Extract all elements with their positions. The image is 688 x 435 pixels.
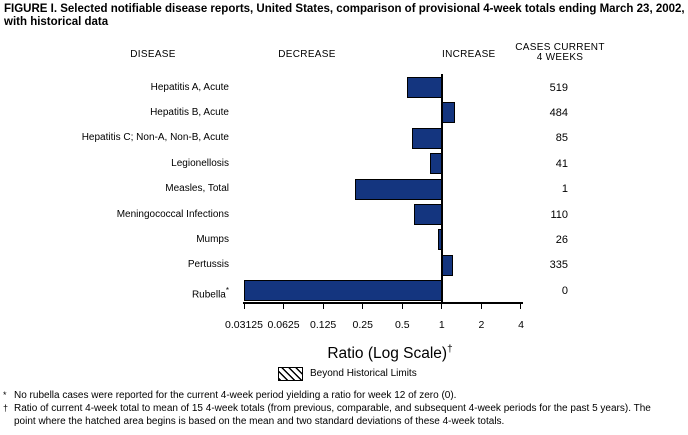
column-header-disease: DISEASE [130, 49, 176, 60]
disease-label: Mumps [196, 233, 229, 245]
disease-label: Hepatitis B, Acute [150, 106, 229, 118]
ratio-bar [244, 280, 442, 302]
column-header-cases: CASES CURRENT 4 WEEKS [515, 43, 604, 63]
disease-label: Legionellosis [171, 157, 229, 169]
ratio-bar [411, 127, 442, 149]
cases-value: 519 [549, 81, 568, 94]
dagger-marker: † [3, 403, 9, 413]
axis-tick [362, 304, 364, 309]
ratio-bar [413, 204, 442, 225]
asterisk-footnote-marker: * [225, 285, 229, 295]
column-header-cases-line2: 4 WEEKS [536, 52, 584, 63]
axis-tick [243, 304, 245, 309]
x-axis-line [243, 302, 523, 304]
axis-tick-label: 0.125 [309, 319, 337, 331]
axis-tick-label: 0.5 [394, 319, 410, 331]
axis-tick [441, 304, 443, 309]
axis-tick [520, 304, 522, 309]
asterisk-marker: * [3, 390, 7, 400]
column-header-increase: INCREASE [442, 49, 496, 60]
baseline-ratio-1-line [440, 74, 443, 302]
ratio-bar [441, 254, 454, 276]
footnote-asterisk-text: No rubella cases were reported for the c… [14, 390, 457, 401]
axis-tick [480, 304, 482, 309]
x-axis-label: Ratio (Log Scale)† [327, 344, 453, 363]
axis-tick-label: 0.03125 [225, 319, 263, 331]
cases-value: 1 [561, 183, 568, 196]
axis-tick-label: 0.25 [352, 319, 373, 331]
legend-label: Beyond Historical Limits [310, 368, 417, 379]
disease-label: Meningococcal Infections [116, 208, 229, 220]
disease-label: Hepatitis A, Acute [150, 81, 229, 93]
axis-tick-label: 2 [478, 319, 485, 331]
axis-tick [322, 304, 324, 309]
axis-tick-label: 1 [438, 319, 445, 331]
ratio-bar [441, 102, 456, 124]
cases-value: 26 [555, 233, 568, 246]
axis-tick-label: 0.0625 [267, 319, 300, 331]
disease-label: Pertussis [187, 259, 229, 271]
hatch-swatch-icon [278, 367, 303, 381]
ratio-bar [429, 153, 442, 175]
figure-title: FIGURE I. Selected notifiable disease re… [4, 3, 685, 28]
cases-value: 41 [555, 157, 568, 170]
cases-value: 484 [549, 106, 568, 119]
cases-value: 0 [561, 284, 568, 297]
dagger-footnote-marker: † [447, 344, 453, 355]
cases-value: 335 [549, 259, 568, 272]
cases-value: 110 [550, 208, 568, 221]
axis-tick [401, 304, 403, 309]
footnote-asterisk: * No rubella cases were reported for the … [3, 390, 681, 403]
footnote-dagger-text: Ratio of current 4-week total to mean of… [14, 403, 651, 427]
disease-label: Hepatitis C; Non-A, Non-B, Acute [81, 132, 229, 144]
disease-label: Measles, Total [165, 183, 229, 195]
axis-tick-label: 4 [518, 319, 524, 331]
ratio-bar [437, 229, 442, 251]
footnote-dagger: † Ratio of current 4-week total to mean o… [3, 403, 681, 428]
cases-value: 85 [555, 132, 568, 145]
ratio-bar [355, 178, 442, 200]
axis-tick [283, 304, 285, 309]
ratio-bar [406, 77, 442, 98]
column-header-cases-line1: CASES CURRENT [515, 42, 605, 53]
disease-label: Rubella* [191, 285, 229, 301]
column-header-decrease: DECREASE [278, 49, 336, 60]
